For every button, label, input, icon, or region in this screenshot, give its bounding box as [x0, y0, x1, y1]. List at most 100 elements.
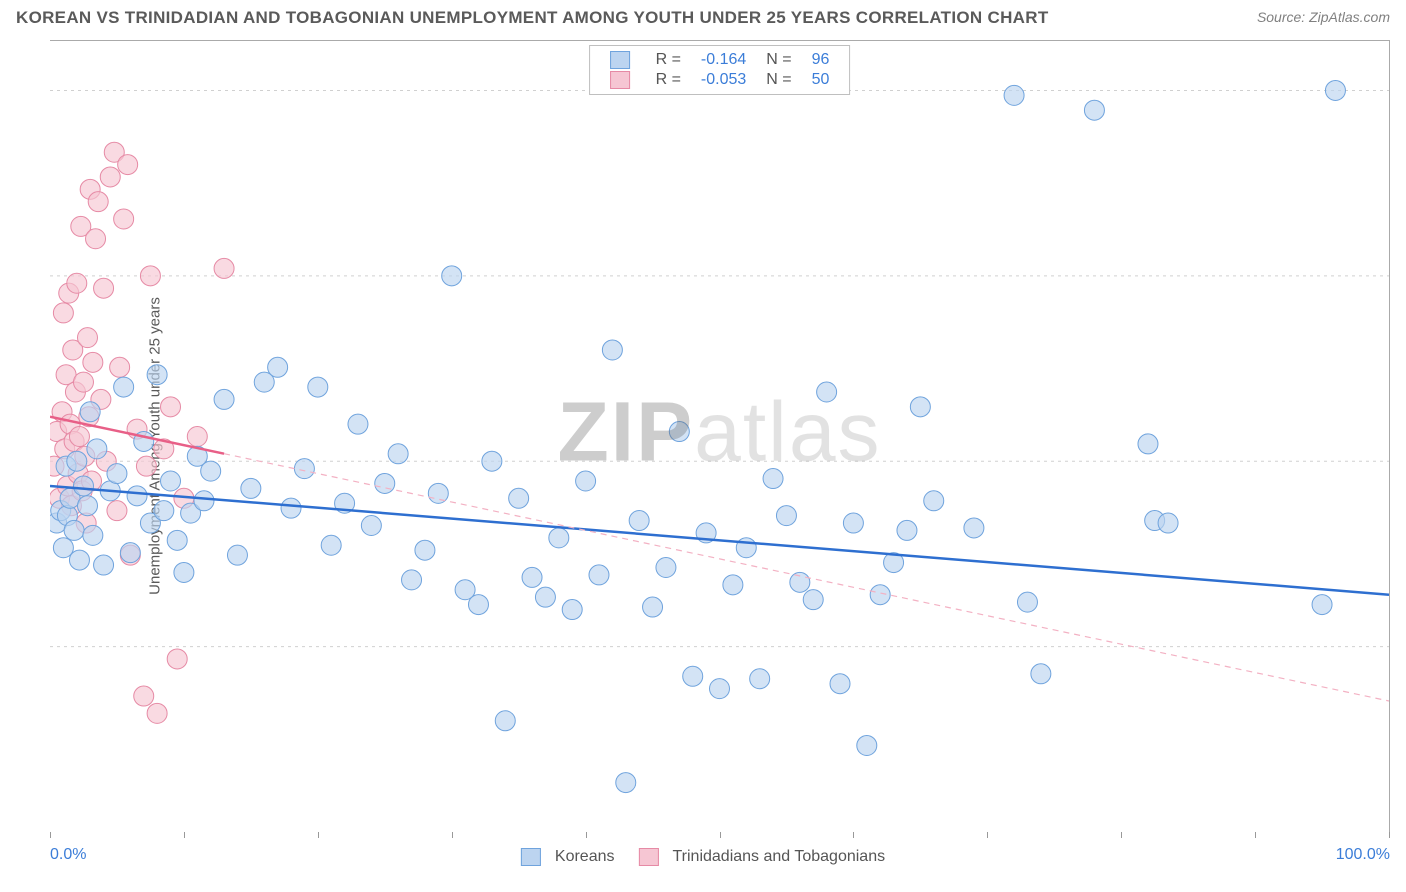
y-tick-label: 22.5%	[1399, 267, 1406, 285]
x-tick	[853, 832, 854, 838]
data-point	[94, 555, 114, 575]
data-point	[683, 666, 703, 686]
data-point	[308, 377, 328, 397]
legend-row-trinidadians: R = -0.053 N = 50	[600, 70, 840, 90]
data-point	[134, 686, 154, 706]
x-tick	[720, 832, 721, 838]
data-point	[643, 597, 663, 617]
x-axis-min-label: 0.0%	[50, 846, 86, 864]
data-point	[187, 427, 207, 447]
data-point	[73, 476, 93, 496]
data-point	[294, 459, 314, 479]
data-point	[924, 491, 944, 511]
trend-line-extrapolated	[224, 454, 1389, 701]
data-point	[86, 229, 106, 249]
data-point	[495, 711, 515, 731]
legend-row-koreans: R = -0.164 N = 96	[600, 50, 840, 70]
swatch-koreans	[610, 51, 630, 69]
data-point	[140, 266, 160, 286]
legend-label-koreans: Koreans	[555, 848, 615, 866]
data-point	[154, 501, 174, 521]
data-point	[194, 491, 214, 511]
y-tick-label: 15.0%	[1399, 452, 1406, 470]
data-point	[1158, 513, 1178, 533]
data-point	[1004, 85, 1024, 105]
data-point	[361, 515, 381, 535]
legend-label-trinidadians: Trinidadians and Tobagonians	[672, 848, 885, 866]
r-value-trinidadians: -0.053	[691, 70, 756, 90]
data-point	[723, 575, 743, 595]
data-point	[73, 372, 93, 392]
data-point	[468, 595, 488, 615]
data-point	[1031, 664, 1051, 684]
data-point	[136, 456, 156, 476]
x-axis-max-label: 100.0%	[1336, 846, 1390, 864]
data-point	[616, 773, 636, 793]
data-point	[750, 669, 770, 689]
data-point	[67, 451, 87, 471]
data-point	[656, 558, 676, 578]
data-point	[817, 382, 837, 402]
data-point	[549, 528, 569, 548]
source-prefix: Source:	[1257, 9, 1309, 25]
data-point	[1017, 592, 1037, 612]
r-label: R =	[646, 50, 691, 70]
source-name: ZipAtlas.com	[1309, 9, 1390, 25]
data-point	[214, 258, 234, 278]
data-point	[710, 679, 730, 699]
data-point	[161, 397, 181, 417]
legend-item-koreans: Koreans	[521, 848, 615, 866]
data-point	[110, 357, 130, 377]
data-point	[803, 590, 823, 610]
data-point	[522, 567, 542, 587]
chart-title: KOREAN VS TRINIDADIAN AND TOBAGONIAN UNE…	[16, 8, 1049, 28]
data-point	[174, 562, 194, 582]
data-point	[214, 389, 234, 409]
x-tick	[50, 832, 51, 838]
data-point	[1084, 100, 1104, 120]
data-point	[69, 427, 89, 447]
legend-top-box: R = -0.164 N = 96 R = -0.053 N = 50	[589, 45, 851, 95]
data-point	[348, 414, 368, 434]
legend-item-trinidadians: Trinidadians and Tobagonians	[638, 848, 885, 866]
x-tick	[1121, 832, 1122, 838]
data-point	[53, 303, 73, 323]
data-point	[321, 535, 341, 555]
x-tick	[586, 832, 587, 838]
data-point	[167, 649, 187, 669]
data-point	[87, 439, 107, 459]
data-point	[857, 735, 877, 755]
data-point	[201, 461, 221, 481]
legend-bottom: Koreans Trinidadians and Tobagonians	[521, 848, 885, 866]
data-point	[114, 209, 134, 229]
chart-plot-area: R = -0.164 N = 96 R = -0.053 N = 50 ZIPa…	[50, 40, 1390, 832]
data-point	[1138, 434, 1158, 454]
data-point	[100, 167, 120, 187]
data-point	[64, 520, 84, 540]
data-point	[53, 538, 73, 558]
data-point	[77, 328, 97, 348]
data-point	[375, 473, 395, 493]
data-point	[442, 266, 462, 286]
data-point	[843, 513, 863, 533]
x-tick	[318, 832, 319, 838]
data-point	[509, 488, 529, 508]
x-tick	[1255, 832, 1256, 838]
data-point	[114, 377, 134, 397]
data-point	[80, 402, 100, 422]
data-point	[910, 397, 930, 417]
x-tick	[987, 832, 988, 838]
data-point	[167, 530, 187, 550]
data-point	[88, 192, 108, 212]
data-point	[69, 550, 89, 570]
data-point	[281, 498, 301, 518]
data-point	[107, 501, 127, 521]
data-point	[589, 565, 609, 585]
data-point	[161, 471, 181, 491]
data-point	[576, 471, 596, 491]
y-tick-label: 7.5%	[1399, 638, 1406, 656]
data-point	[147, 365, 167, 385]
n-value-trinidadians: 50	[802, 70, 840, 90]
data-point	[268, 357, 288, 377]
r-value-koreans: -0.164	[691, 50, 756, 70]
